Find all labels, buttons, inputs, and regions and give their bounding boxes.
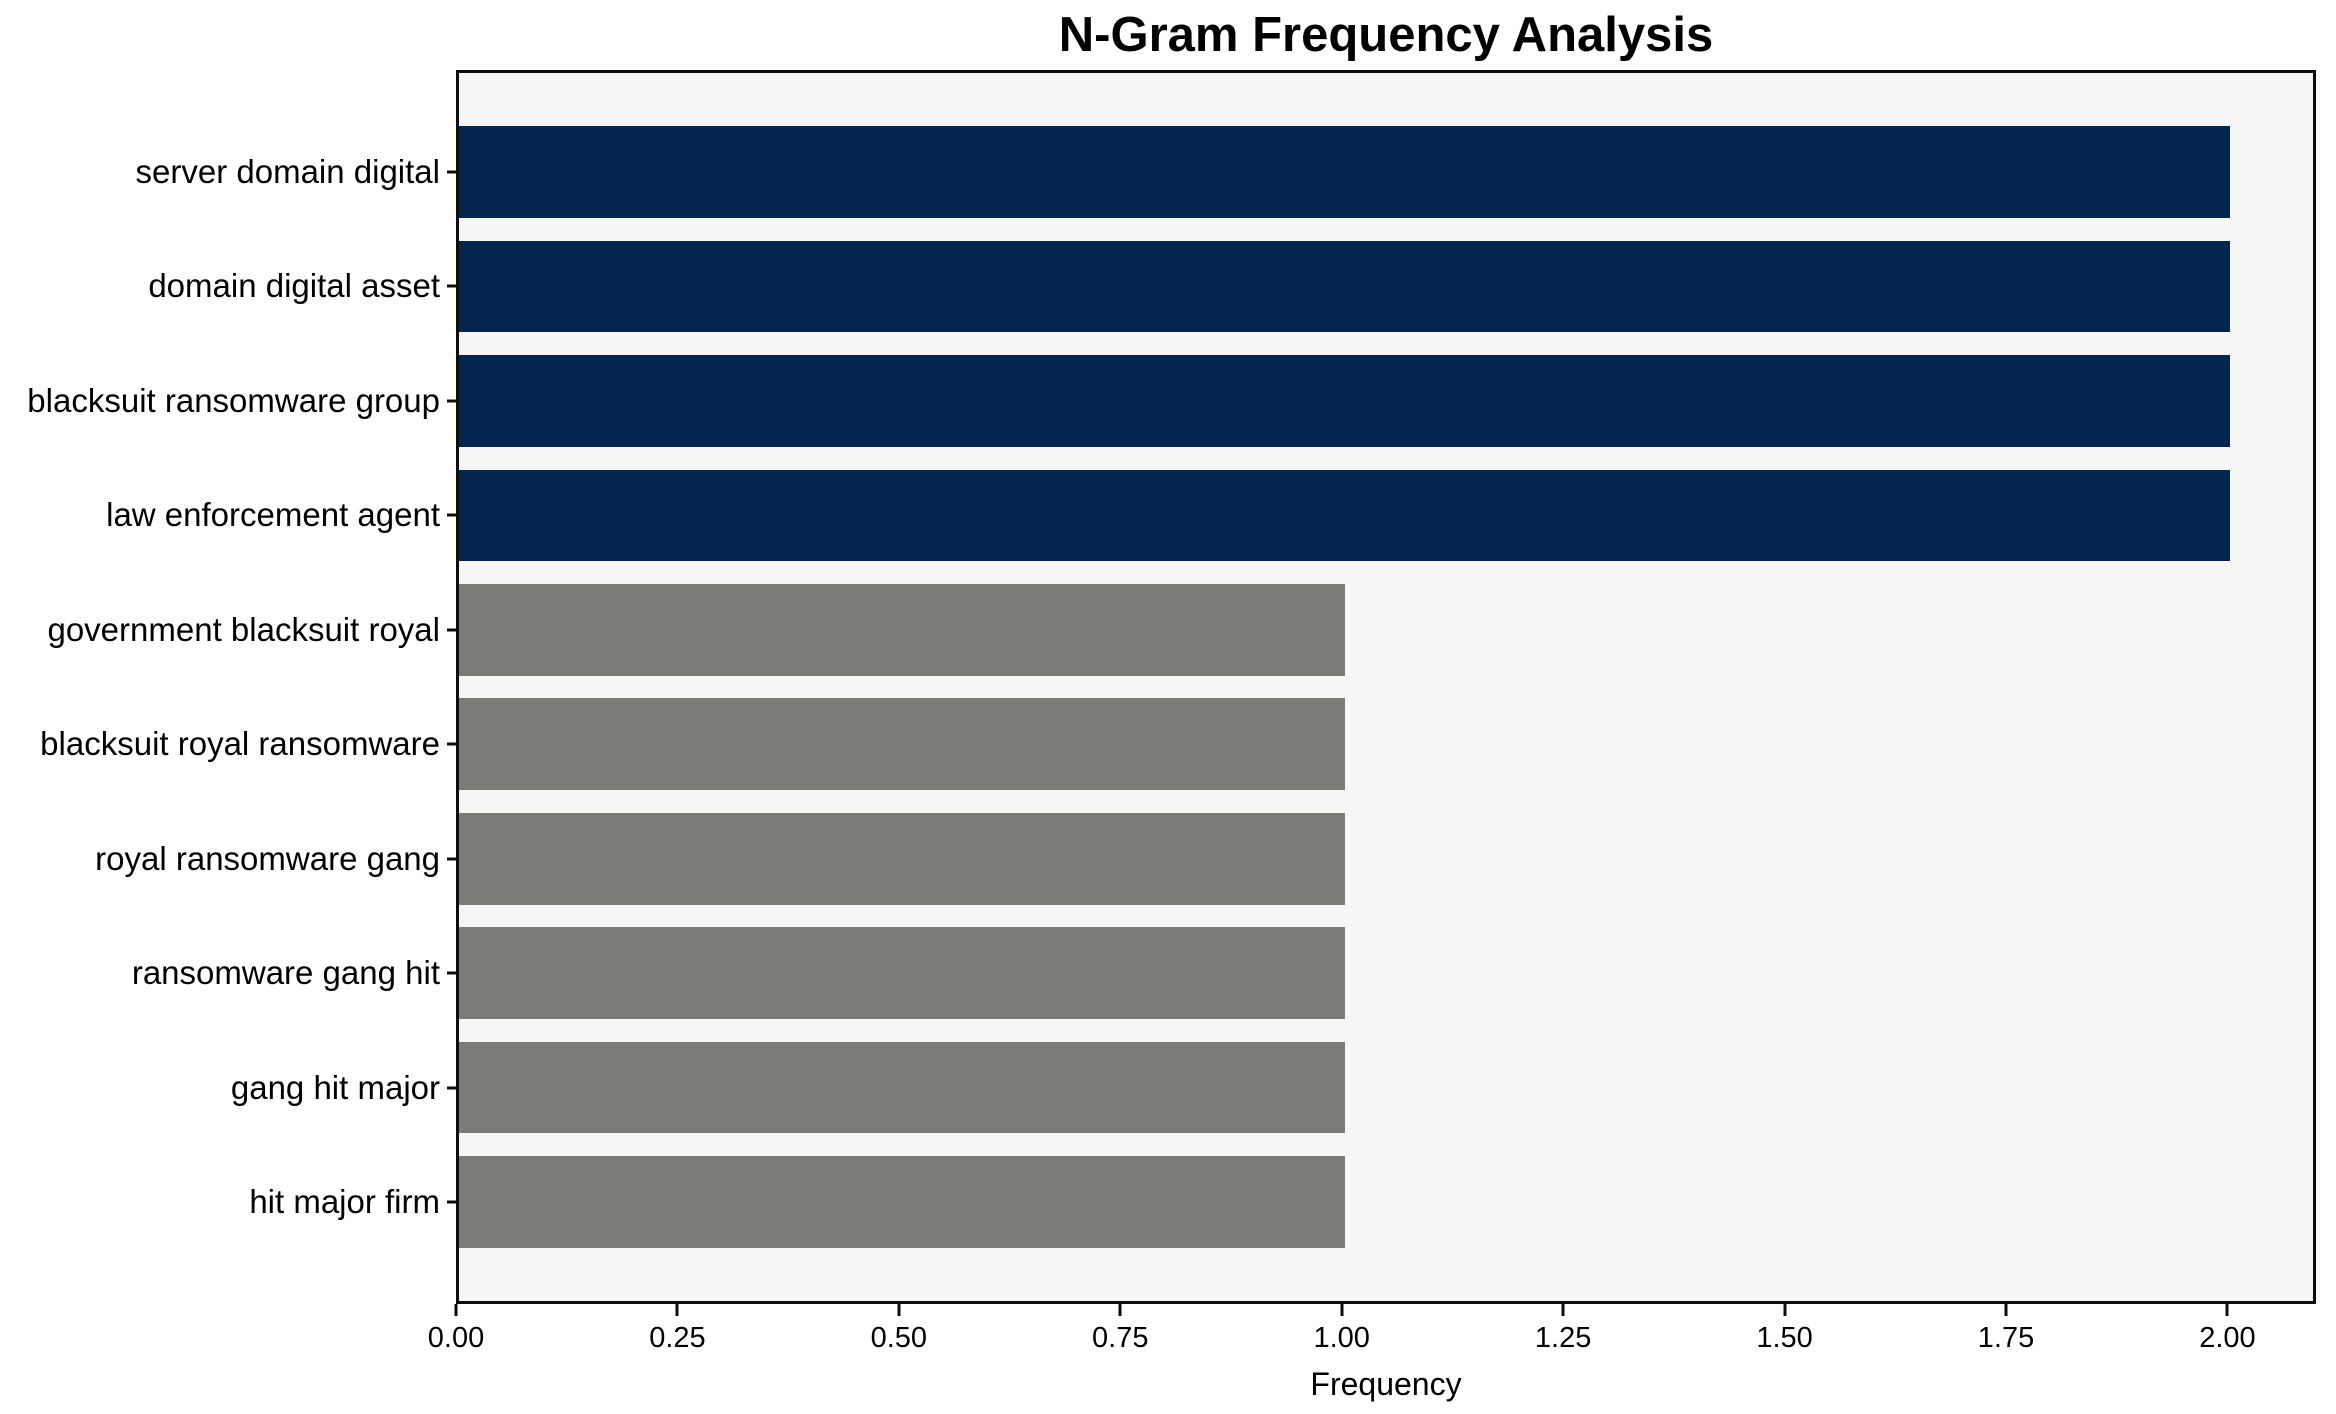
y-tick-label: server domain digital — [135, 152, 440, 190]
y-tick-label: law enforcement agent — [106, 496, 440, 534]
x-tick-label: 1.50 — [1756, 1322, 1813, 1354]
x-tick-mark — [1783, 1304, 1787, 1316]
y-tick-mark — [447, 1200, 456, 1204]
plot-area — [456, 70, 2316, 1304]
y-tick-label: government blacksuit royal — [47, 610, 440, 648]
y-tick-label: ransomware gang hit — [131, 954, 440, 992]
bar — [459, 355, 2231, 447]
y-tick-mark — [447, 857, 456, 861]
y-tick-label: domain digital asset — [148, 267, 440, 305]
y-tick-label: blacksuit ransomware group — [27, 381, 440, 419]
x-tick-mark — [1340, 1304, 1344, 1316]
bar — [459, 240, 2231, 333]
bar — [459, 1156, 1345, 1248]
x-tick-mark — [1561, 1304, 1565, 1316]
x-tick-label: 1.00 — [1313, 1322, 1370, 1354]
bar — [459, 583, 1345, 676]
bar — [459, 698, 1345, 791]
y-tick-mark — [447, 1086, 456, 1090]
y-tick-mark — [447, 971, 456, 975]
y-tick-label: blacksuit royal ransomware — [40, 725, 440, 763]
y-tick-mark — [447, 742, 456, 746]
x-tick-label: 0.00 — [427, 1322, 485, 1354]
bar — [459, 927, 1345, 1019]
x-tick-label: 0.75 — [1092, 1322, 1149, 1354]
y-tick-label: gang hit major — [230, 1068, 440, 1106]
x-axis-label: Frequency — [1310, 1366, 1462, 1402]
chart-title: N-Gram Frequency Analysis — [1058, 8, 1714, 62]
bar — [459, 1041, 1345, 1134]
bar — [459, 812, 1345, 905]
y-tick-mark — [447, 284, 456, 288]
y-tick-mark — [447, 513, 456, 517]
x-tick-mark — [897, 1304, 901, 1316]
x-tick-label: 1.25 — [1534, 1322, 1592, 1354]
bar — [459, 126, 2231, 218]
x-tick-mark — [454, 1304, 458, 1316]
x-tick-mark — [2004, 1304, 2008, 1316]
y-tick-mark — [447, 399, 456, 403]
y-tick-label: royal ransomware gang — [95, 839, 440, 877]
y-tick-label: hit major firm — [249, 1183, 440, 1221]
x-tick-mark — [675, 1304, 679, 1316]
bar — [459, 469, 2231, 562]
x-tick-label: 2.00 — [2199, 1322, 2256, 1354]
x-tick-mark — [1118, 1304, 1122, 1316]
x-tick-label: 0.25 — [649, 1322, 706, 1354]
y-tick-mark — [447, 628, 456, 632]
y-tick-mark — [447, 170, 456, 174]
x-tick-label: 1.75 — [1977, 1322, 2035, 1354]
x-tick-mark — [2225, 1304, 2229, 1316]
x-tick-label: 0.50 — [870, 1322, 928, 1354]
